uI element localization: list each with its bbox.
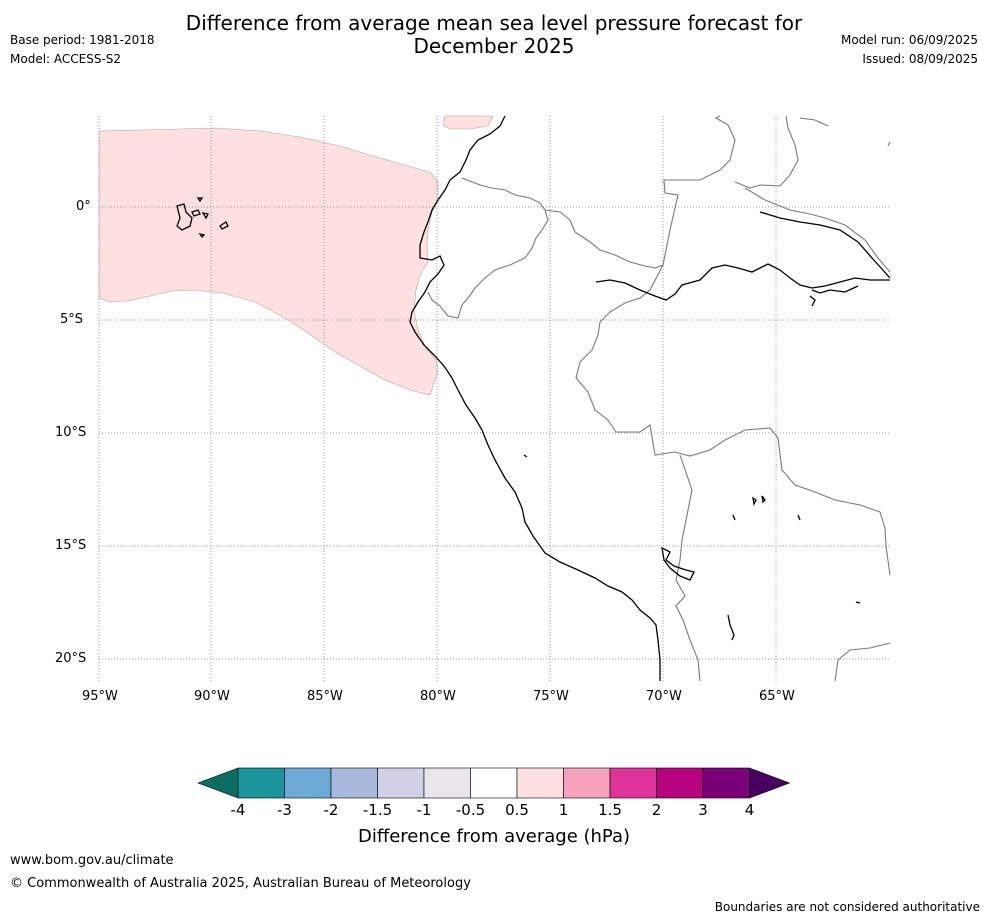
colorbar-tick-label: 2 [651,801,662,819]
colorbar-extend-high [749,767,791,799]
anomaly-region [98,127,439,396]
lon-label-75w: 75°W [533,689,569,704]
colorbar-swatch [377,767,425,799]
lat-label-10s: 10°S [55,425,87,440]
colorbar-swatch [423,767,471,799]
lat-label-15s: 15°S [55,538,87,553]
colorbar-tick-label: -3 [277,801,292,819]
model-run: Model run: 06/09/2025 [840,33,978,47]
colorbar-swatch [609,767,657,799]
lat-label-5s: 5°S [60,312,84,327]
colorbar-swatch [563,767,611,799]
colorbar-swatch [516,767,564,799]
colorbar-swatch [330,767,378,799]
colorbar-swatch [656,767,704,799]
colorbar-swatch [470,767,518,799]
base-period: Base period: 1981-2018 [10,33,155,47]
colorbar-swatch [237,767,285,799]
map-title: Difference from average mean sea level p… [0,12,988,58]
colorbar-swatch [284,767,332,799]
colorbar-tick-label: 1.5 [598,801,622,819]
coastlines [176,115,891,681]
model-name: Model: ACCESS-S2 [10,52,122,66]
lon-label-90w: 90°W [194,689,230,704]
title-line-2: December 2025 [413,34,575,58]
lon-label-95w: 95°W [82,689,118,704]
colorbar-tick-label: 0.5 [505,801,529,819]
colorbar-tick-label: 1 [558,801,569,819]
colorbar-tick-label: -2 [323,801,339,819]
colorbar-tick-label: -0.5 [455,801,486,819]
colorbar-tick-label: -1 [416,801,432,819]
lon-label-70w: 70°W [646,689,682,704]
lat-label-0: 0° [76,199,91,214]
disclaimer: Boundaries are not considered authoritat… [714,900,980,914]
graticule [98,116,890,681]
title-line-1: Difference from average mean sea level p… [185,11,803,35]
colorbar-extend-low [197,767,239,799]
colorbar [197,767,791,799]
colorbar-tick-label: 4 [744,801,755,819]
colorbar-tick-label: 3 [698,801,708,819]
colorbar-title: Difference from average (hPa) [357,826,631,847]
issued-date: Issued: 08/09/2025 [862,52,978,66]
colorbar-swatch [702,767,750,799]
copyright: © Commonwealth of Australia 2025, Austra… [10,876,471,891]
lon-label-80w: 80°W [420,689,456,704]
website-url: www.bom.gov.au/climate [10,853,174,868]
lat-label-20s: 20°S [55,651,87,666]
colorbar-tick-label: -1.5 [362,801,393,819]
lon-label-85w: 85°W [307,689,343,704]
lon-label-65w: 65°W [759,689,795,704]
country-borders [427,115,891,682]
colorbar-tick-label: -4 [230,801,246,819]
anomaly-region-top [442,115,494,130]
